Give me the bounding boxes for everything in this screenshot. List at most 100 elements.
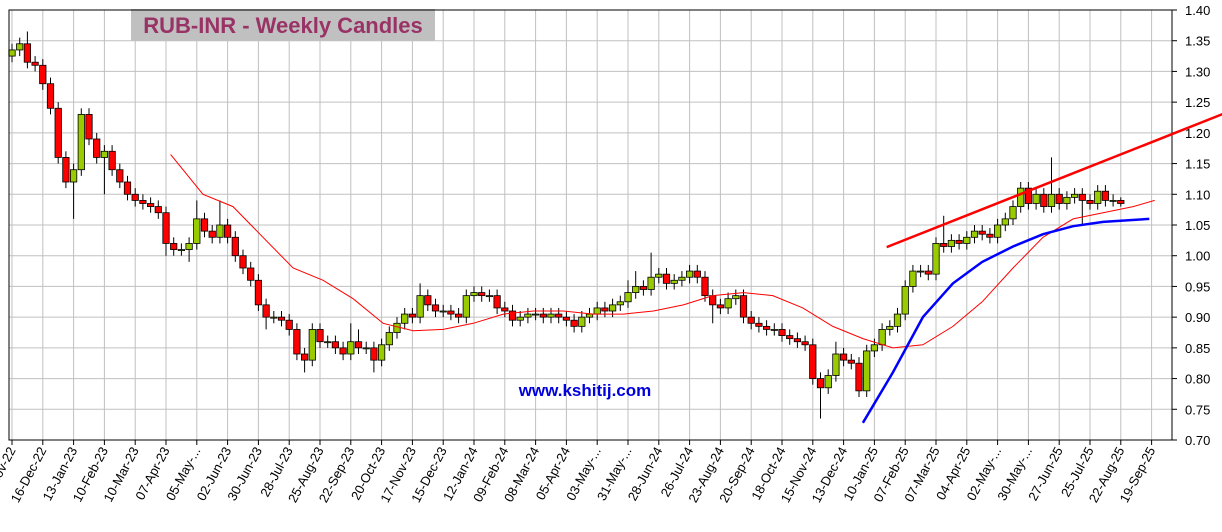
candle-body xyxy=(709,295,717,306)
title-box xyxy=(131,9,435,41)
candle-body xyxy=(917,270,925,273)
candle-body xyxy=(1024,187,1032,204)
candle-body xyxy=(840,353,848,361)
candle-body xyxy=(308,329,316,361)
candle-body xyxy=(909,270,917,287)
candle-body xyxy=(516,316,524,321)
candle-body xyxy=(39,64,47,85)
candle-body xyxy=(239,255,247,269)
candle-body xyxy=(424,295,432,306)
candle-body xyxy=(154,206,162,214)
candle-body xyxy=(393,322,401,333)
y-tick-label: 1.00 xyxy=(1185,249,1210,264)
overlay-lines xyxy=(170,112,1222,424)
candle-body xyxy=(585,313,594,318)
candle-body xyxy=(385,332,393,346)
candle-body xyxy=(1032,193,1040,204)
candle-body xyxy=(739,295,748,318)
candle-body xyxy=(431,304,440,312)
candle-body xyxy=(978,230,986,235)
y-tick-label: 0.90 xyxy=(1185,310,1210,325)
candle-body xyxy=(46,83,55,109)
candle-body xyxy=(1071,193,1079,198)
candle-body xyxy=(809,344,817,379)
candle-body xyxy=(70,169,78,183)
candle-body xyxy=(362,347,370,350)
candle-body xyxy=(832,353,840,376)
candle-body xyxy=(1101,190,1109,201)
overlay-line xyxy=(886,112,1222,249)
candle-body xyxy=(578,316,586,327)
candle-body xyxy=(847,359,855,364)
candle-body xyxy=(947,239,956,247)
candle-body xyxy=(1009,206,1017,220)
candle-body xyxy=(924,270,932,275)
candle-body xyxy=(16,43,24,51)
candle-body xyxy=(824,375,832,389)
candle-body xyxy=(1040,193,1048,207)
candle-body xyxy=(1078,193,1086,201)
candle-body xyxy=(162,212,170,244)
candle-body xyxy=(54,107,62,158)
y-tick-label: 1.35 xyxy=(1185,34,1210,49)
y-tick-label: 1.05 xyxy=(1185,218,1210,233)
candle-body xyxy=(339,347,347,355)
candle-body xyxy=(408,313,417,318)
candle-body xyxy=(701,276,709,297)
candle-body xyxy=(524,313,532,318)
candle-body xyxy=(747,316,755,324)
candle-body xyxy=(478,292,486,297)
candle-body xyxy=(439,310,447,313)
y-tick-label: 0.95 xyxy=(1185,279,1210,294)
overlay-line xyxy=(170,154,1155,349)
y-tick-label: 0.70 xyxy=(1185,433,1210,448)
candle-body xyxy=(940,243,948,247)
candle-body xyxy=(462,295,470,318)
y-tick-label: 1.30 xyxy=(1185,64,1210,79)
candle-body xyxy=(1094,190,1102,204)
candle-body xyxy=(547,313,555,318)
candle-body xyxy=(131,193,139,201)
candle-body xyxy=(270,316,278,319)
candle-body xyxy=(1109,200,1117,202)
candle-body xyxy=(601,307,609,312)
candle-body xyxy=(970,230,979,238)
candle-body xyxy=(655,273,663,278)
candle-body xyxy=(177,249,185,251)
candle-body xyxy=(416,295,424,318)
candle-body xyxy=(262,304,270,318)
candle-body xyxy=(901,286,909,315)
candle-body xyxy=(678,276,686,281)
candle-body xyxy=(793,338,802,343)
candle-body xyxy=(732,295,740,300)
candle-body xyxy=(863,350,871,392)
candle-body xyxy=(8,49,16,57)
candle-body xyxy=(609,304,617,312)
candle-body xyxy=(185,243,193,250)
candle-body xyxy=(200,218,209,232)
candle-body xyxy=(454,313,463,318)
candle-body xyxy=(123,181,132,195)
candle-body xyxy=(632,286,640,293)
candle-body xyxy=(593,307,601,315)
candle-body xyxy=(277,316,286,321)
candle-body xyxy=(763,325,771,330)
y-tick-label: 1.25 xyxy=(1185,95,1210,110)
candle-body xyxy=(693,270,701,278)
candle-body xyxy=(855,362,863,392)
candle-body xyxy=(254,279,262,306)
candle-body xyxy=(1117,200,1125,204)
candle-body xyxy=(146,203,155,207)
candle-body xyxy=(508,310,517,321)
candle-body xyxy=(170,243,178,250)
marks xyxy=(8,31,1125,419)
candle-body xyxy=(1017,187,1025,207)
candle-body xyxy=(347,341,355,355)
candle-body xyxy=(786,335,794,340)
candle-body xyxy=(501,307,509,312)
candle-body xyxy=(994,224,1002,238)
candle-body xyxy=(377,344,386,361)
candle-body xyxy=(986,233,994,238)
candle-body xyxy=(93,138,101,158)
candle-body xyxy=(285,319,293,330)
